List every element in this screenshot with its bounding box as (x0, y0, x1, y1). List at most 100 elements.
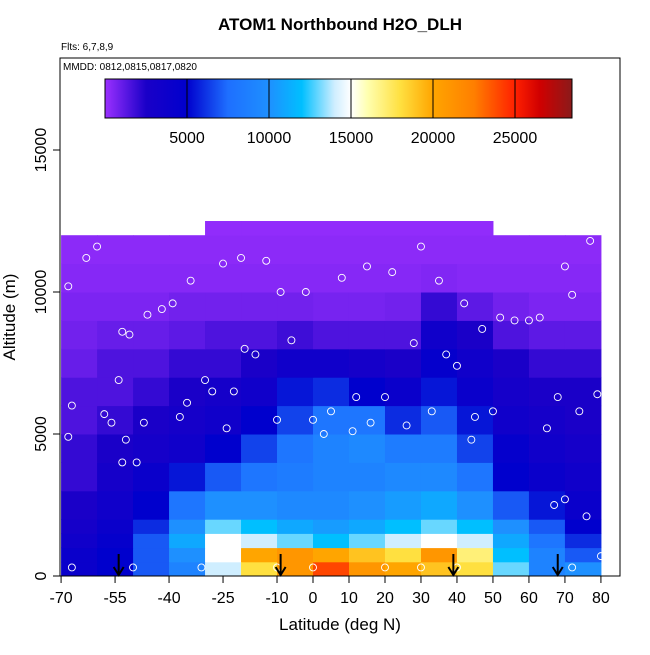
heat-cell (133, 561, 170, 577)
y-axis-label: Altitude (m) (0, 274, 19, 361)
heat-cell (241, 377, 278, 407)
x-tick-label: 20 (376, 590, 394, 607)
heat-cell (348, 462, 386, 492)
flight-point (550, 501, 559, 509)
heat-cell (205, 263, 242, 293)
heat-cell (348, 320, 386, 350)
flight-point (510, 316, 519, 325)
heat-cell (492, 561, 530, 577)
heat-cell (564, 561, 602, 577)
heat-cell (277, 533, 314, 549)
heat-cell (528, 434, 566, 463)
heat-cell (277, 221, 314, 236)
heat-cell (97, 235, 134, 265)
heat-cell (205, 235, 242, 265)
heat-cell (241, 348, 278, 378)
heat-cell (348, 405, 386, 435)
heat-cell (564, 533, 602, 549)
heat-cell (384, 235, 422, 265)
heat-cell (384, 377, 422, 407)
heat-cell (97, 519, 134, 534)
heat-cell (241, 320, 278, 350)
arrow-head (551, 566, 564, 577)
heat-cell (205, 221, 242, 236)
heat-cell (205, 320, 242, 350)
heat-cell (169, 405, 206, 435)
flight-point (593, 390, 602, 399)
flight-point (524, 316, 533, 325)
heat-cell (384, 462, 422, 492)
heat-cell (97, 434, 134, 463)
heat-cell (456, 561, 494, 577)
heat-cell (241, 533, 278, 549)
heat-cell (133, 377, 170, 407)
flight-point (276, 288, 285, 296)
heat-cell (61, 263, 98, 293)
heat-cell (456, 235, 494, 265)
heat-cell (420, 533, 458, 549)
flight-point (183, 398, 191, 407)
heat-cell (528, 462, 566, 492)
heat-cell (205, 434, 242, 463)
flight-point (208, 387, 217, 396)
heat-cell (384, 292, 422, 321)
heat-cell (420, 561, 458, 577)
heat-cell (241, 434, 278, 463)
flight-point (64, 282, 73, 291)
flight-point (363, 262, 371, 271)
heat-cell (348, 235, 386, 265)
flight-point (381, 393, 389, 402)
heat-cell (492, 462, 530, 492)
heat-cell (313, 377, 350, 407)
heat-cell (564, 462, 602, 492)
heat-cell (61, 292, 98, 321)
heat-cell (420, 405, 458, 435)
heat-cell (169, 462, 206, 492)
heat-cell (133, 547, 170, 563)
x-tick-label: -25 (211, 590, 234, 607)
flight-point (82, 253, 91, 262)
flight-point (417, 242, 425, 251)
heat-cell (313, 292, 350, 321)
heat-cell (492, 519, 530, 534)
heat-cell (61, 533, 98, 549)
heat-cell (97, 533, 134, 549)
heat-cell (205, 490, 242, 520)
heat-cell (420, 292, 458, 321)
heat-cell (97, 348, 134, 378)
heat-cell (205, 462, 242, 492)
flight-point (175, 413, 184, 421)
heat-cell (313, 348, 350, 378)
x-tick-label: 60 (520, 590, 538, 607)
heat-cell (241, 462, 278, 492)
heat-cell (564, 547, 602, 563)
heat-cell (277, 547, 314, 563)
heat-cell (564, 405, 602, 435)
heat-cell (492, 320, 530, 350)
plot-frame (59, 57, 621, 577)
x-tick-label: 10 (340, 590, 358, 607)
heat-cell (348, 221, 386, 236)
flight-point (442, 350, 451, 359)
heat-cell (384, 519, 422, 534)
heat-cell (205, 533, 242, 549)
heat-cell (313, 462, 350, 492)
heat-cell (133, 490, 170, 520)
flight-point (121, 435, 130, 444)
heat-cell (492, 377, 530, 407)
flight-point (489, 407, 497, 416)
arrow (112, 554, 125, 577)
heat-cell (564, 519, 602, 534)
heat-cell (241, 263, 278, 293)
flight-point (560, 495, 569, 504)
heat-cell (169, 490, 206, 520)
heat-cell (205, 519, 242, 534)
heat-cell (456, 547, 494, 563)
heat-cell (564, 263, 602, 293)
flight-point (553, 393, 562, 402)
flight-point (417, 563, 425, 572)
heat-cell (492, 533, 530, 549)
heat-cell (133, 519, 170, 534)
heat-cell (133, 405, 170, 435)
